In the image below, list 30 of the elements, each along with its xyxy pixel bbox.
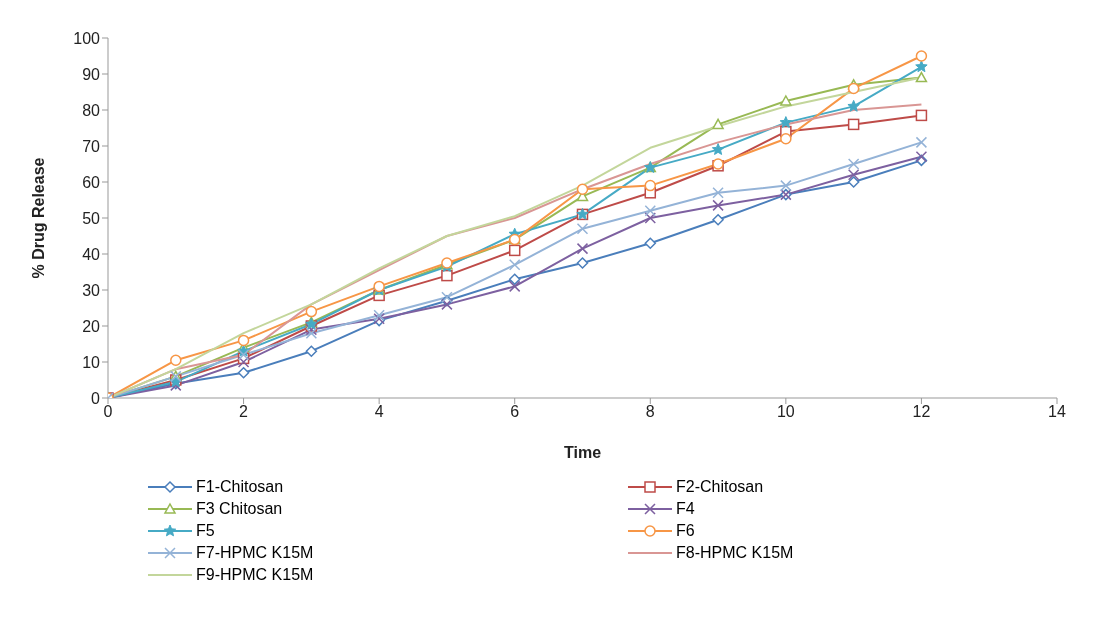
x-tick-label: 4 bbox=[374, 403, 384, 421]
y-tick-label: 80 bbox=[82, 101, 101, 119]
y-tick-label: 70 bbox=[82, 137, 101, 155]
y-tick-label: 20 bbox=[82, 317, 101, 335]
y-tick-label: 100 bbox=[73, 29, 101, 47]
legend-label: F4 bbox=[676, 500, 695, 518]
x-tick-label: 8 bbox=[645, 403, 655, 421]
y-tick-label: 0 bbox=[91, 389, 101, 407]
legend-label: F9-HPMC K15M bbox=[196, 566, 314, 584]
y-tick-label: 60 bbox=[82, 173, 101, 191]
legend-label: F5 bbox=[196, 522, 215, 540]
y-tick-label: 10 bbox=[82, 353, 101, 371]
legend-label: F6 bbox=[676, 522, 695, 540]
x-tick-label: 6 bbox=[510, 403, 520, 421]
y-axis-title: % Drug Release bbox=[29, 157, 47, 279]
legend-label: F7-HPMC K15M bbox=[196, 544, 314, 562]
x-tick-label: 10 bbox=[776, 403, 795, 421]
y-tick-label: 50 bbox=[82, 209, 101, 227]
legend-label: F3 Chitosan bbox=[196, 500, 283, 518]
legend-label: F8-HPMC K15M bbox=[676, 544, 794, 562]
y-tick-label: 40 bbox=[82, 245, 101, 263]
x-tick-label: 14 bbox=[1048, 403, 1066, 421]
legend-label: F1-Chitosan bbox=[196, 478, 284, 496]
x-tick-label: 12 bbox=[912, 403, 931, 421]
x-tick-label: 2 bbox=[239, 403, 249, 421]
x-tick-label: 0 bbox=[103, 403, 113, 421]
x-axis-title: Time bbox=[563, 444, 602, 461]
y-tick-label: 30 bbox=[82, 281, 101, 299]
legend-label: F2-Chitosan bbox=[676, 478, 764, 496]
y-tick-label: 90 bbox=[82, 65, 101, 83]
